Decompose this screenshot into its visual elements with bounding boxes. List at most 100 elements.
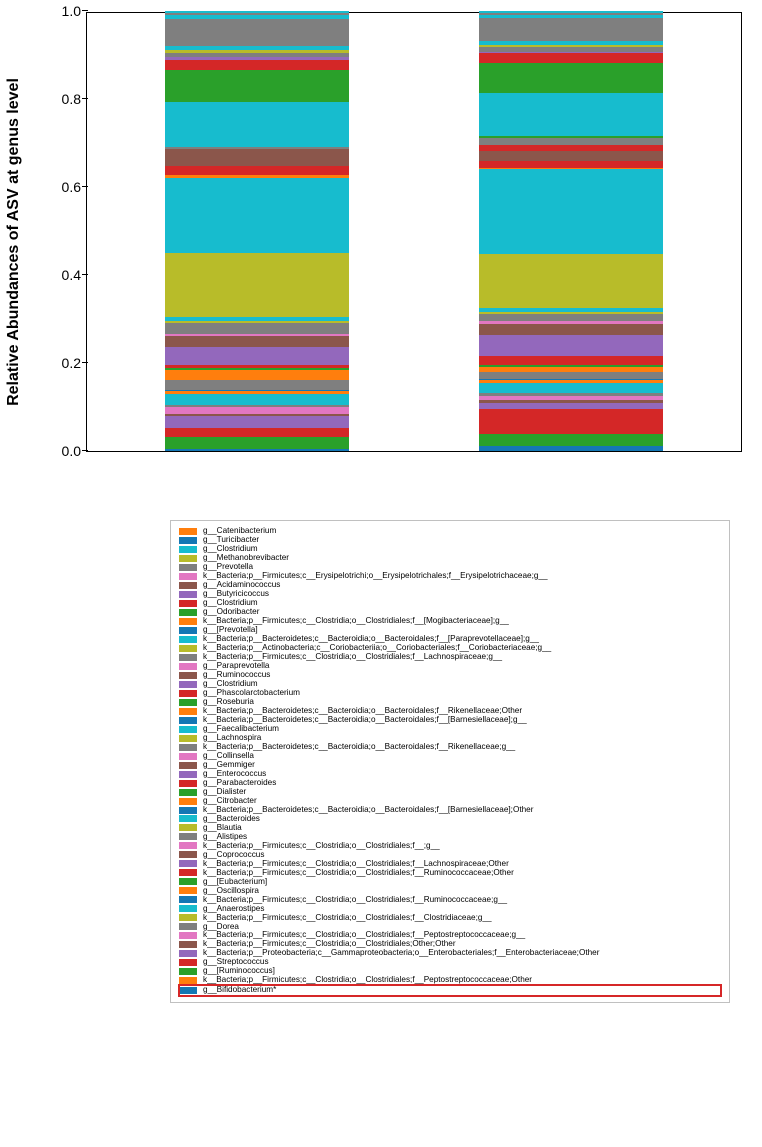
legend-swatch [179, 564, 197, 571]
legend-label: g__Bacteroides [203, 815, 260, 824]
legend-label: g__Anaerostipes [203, 905, 264, 914]
bar-segment [165, 166, 348, 175]
bar-segment [165, 380, 348, 389]
bar-segment [165, 428, 348, 437]
legend-swatch [179, 869, 197, 876]
legend-swatch [179, 914, 197, 921]
bar-segment [479, 372, 662, 379]
bar-segment [165, 70, 348, 102]
bar-segment [165, 336, 348, 347]
legend-swatch [179, 717, 197, 724]
legend-swatch [179, 798, 197, 805]
legend-swatch [179, 618, 197, 625]
legend-label: g__Blautia [203, 824, 242, 833]
legend-label: g__Coprococcus [203, 851, 264, 860]
y-axis-label: Relative Abundances of ASV at genus leve… [5, 78, 23, 406]
legend-item: g__Ruminococcus [179, 671, 721, 680]
stacked-bar-left [165, 11, 348, 451]
ytick-label: 0.0 [41, 443, 81, 459]
legend-swatch [179, 537, 197, 544]
legend-item: k__Bacteria;p__Firmicutes;c__Clostridia;… [179, 617, 721, 626]
legend-swatch [179, 950, 197, 957]
legend-swatch [179, 609, 197, 616]
legend-swatch [179, 573, 197, 580]
legend-swatch [179, 941, 197, 948]
bar-segment [479, 314, 662, 322]
legend-item: g__Parabacteroides [179, 779, 721, 788]
bar-segment [479, 138, 662, 145]
legend-swatch [179, 681, 197, 688]
legend-swatch [179, 923, 197, 930]
legend-swatch [179, 654, 197, 661]
bar-segment [165, 449, 348, 451]
legend-swatch [179, 627, 197, 634]
bar-segment [479, 93, 662, 135]
legend-item: g__Blautia [179, 823, 721, 832]
ytick-label: 0.6 [41, 179, 81, 195]
legend-swatch [179, 600, 197, 607]
ytick-label: 0.8 [41, 91, 81, 107]
bar-segment [165, 178, 348, 253]
bar-segment [165, 416, 348, 427]
ytick-label: 0.2 [41, 355, 81, 371]
legend-label: k__Bacteria;p__Firmicutes;c__Clostridia;… [203, 976, 532, 985]
legend-swatch [179, 932, 197, 939]
legend-label: g__Alistipes [203, 833, 247, 842]
bar-segment [165, 370, 348, 380]
legend-item: g__Collinsella [179, 752, 721, 761]
bar-segment [479, 356, 662, 365]
legend-item: g__Anaerostipes [179, 904, 721, 913]
legend-swatch [179, 896, 197, 903]
legend-swatch [179, 753, 197, 760]
legend-swatch [179, 762, 197, 769]
legend-swatch [179, 636, 197, 643]
bar-segment [165, 253, 348, 317]
ytick-label: 1.0 [41, 3, 81, 19]
legend-item: g__Dialister [179, 788, 721, 797]
legend-item: g__Oscillospira [179, 886, 721, 895]
bar-segment [165, 19, 348, 46]
legend-item: k__Bacteria;p__Firmicutes;c__Clostridia;… [179, 895, 721, 904]
legend-swatch [179, 878, 197, 885]
plot-area: 0.00.20.40.60.81.0 [86, 12, 742, 452]
bar-segment [479, 161, 662, 168]
legend-label: k__Bacteria;p__Firmicutes;c__Clostridia;… [203, 896, 507, 905]
legend-label: k__Bacteria;p__Firmicutes;c__Clostridia;… [203, 914, 492, 923]
legend-swatch [179, 842, 197, 849]
legend-swatch [179, 780, 197, 787]
legend-swatch [179, 771, 197, 778]
legend-item: g__Methanobrevibacter [179, 554, 721, 563]
legend-swatch [179, 968, 197, 975]
legend-item: g__Phascolarctobacterium [179, 689, 721, 698]
legend-swatch [179, 726, 197, 733]
ytick-label: 0.4 [41, 267, 81, 283]
legend-swatch [179, 663, 197, 670]
bar-segment [479, 383, 662, 393]
legend-swatch [179, 735, 197, 742]
legend-swatch [179, 977, 197, 984]
legend-swatch [179, 645, 197, 652]
legend-swatch [179, 744, 197, 751]
legend-label: k__Bacteria;p__Firmicutes;c__Clostridia;… [203, 842, 440, 851]
legend-swatch [179, 708, 197, 715]
chart-container: Relative Abundances of ASV at genus leve… [30, 12, 742, 462]
legend-item: g__Turicibacter [179, 536, 721, 545]
ytick-mark [82, 10, 88, 11]
stacked-bar-right [479, 11, 662, 451]
legend-item: g__Catenibacterium [179, 527, 721, 536]
legend-label: g__[Eubacterium] [203, 878, 267, 887]
ytick-mark [82, 450, 88, 451]
legend-label: g__Bifidobacterium* [203, 986, 276, 995]
legend-swatch [179, 690, 197, 697]
legend-swatch [179, 546, 197, 553]
bar-segment [165, 437, 348, 449]
legend-swatch [179, 887, 197, 894]
legend-item: k__Bacteria;p__Bacteroidetes;c__Bacteroi… [179, 806, 721, 815]
legend-swatch [179, 824, 197, 831]
legend-label: k__Bacteria;p__Firmicutes;c__Clostridia;… [203, 860, 509, 869]
bar-segment [479, 53, 662, 63]
bar-segment [165, 323, 348, 334]
legend-label: g__Oscillospira [203, 887, 259, 896]
legend-swatch [179, 672, 197, 679]
bar-segment [479, 434, 662, 446]
